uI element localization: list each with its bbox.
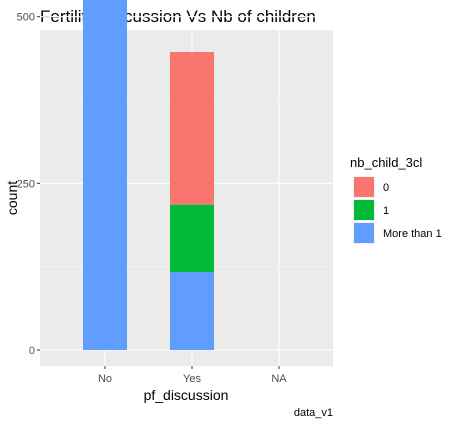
- legend-label: More than 1: [383, 228, 442, 240]
- legend-label: 1: [383, 205, 389, 217]
- caption: data_v1: [294, 407, 333, 419]
- bar-segment: [83, 0, 127, 351]
- bar-segment: [170, 271, 214, 350]
- y-tick-label: 0: [29, 345, 35, 357]
- x-axis-title: pf_discussion: [144, 387, 229, 403]
- x-tick-label: No: [98, 373, 112, 385]
- y-tick-label: 500: [17, 12, 35, 24]
- x-tick-label: NA: [271, 373, 287, 385]
- bars: [83, 0, 214, 351]
- x-tick-label: Yes: [183, 373, 201, 385]
- bar-segment: [170, 51, 214, 205]
- legend: nb_child_3cl 0 1 More than 1: [350, 155, 442, 244]
- bar-segment: [170, 204, 214, 272]
- x-axis-ticks: No Yes NA: [98, 366, 287, 385]
- y-axis-title: count: [4, 181, 20, 215]
- y-axis-ticks: 0250500750: [17, 12, 40, 357]
- legend-title: nb_child_3cl: [350, 155, 422, 170]
- legend-label: 0: [383, 182, 389, 194]
- legend-swatch: [354, 177, 374, 197]
- y-tick-label: 250: [17, 178, 35, 190]
- legend-swatch: [354, 223, 374, 243]
- legend-swatch: [354, 200, 374, 220]
